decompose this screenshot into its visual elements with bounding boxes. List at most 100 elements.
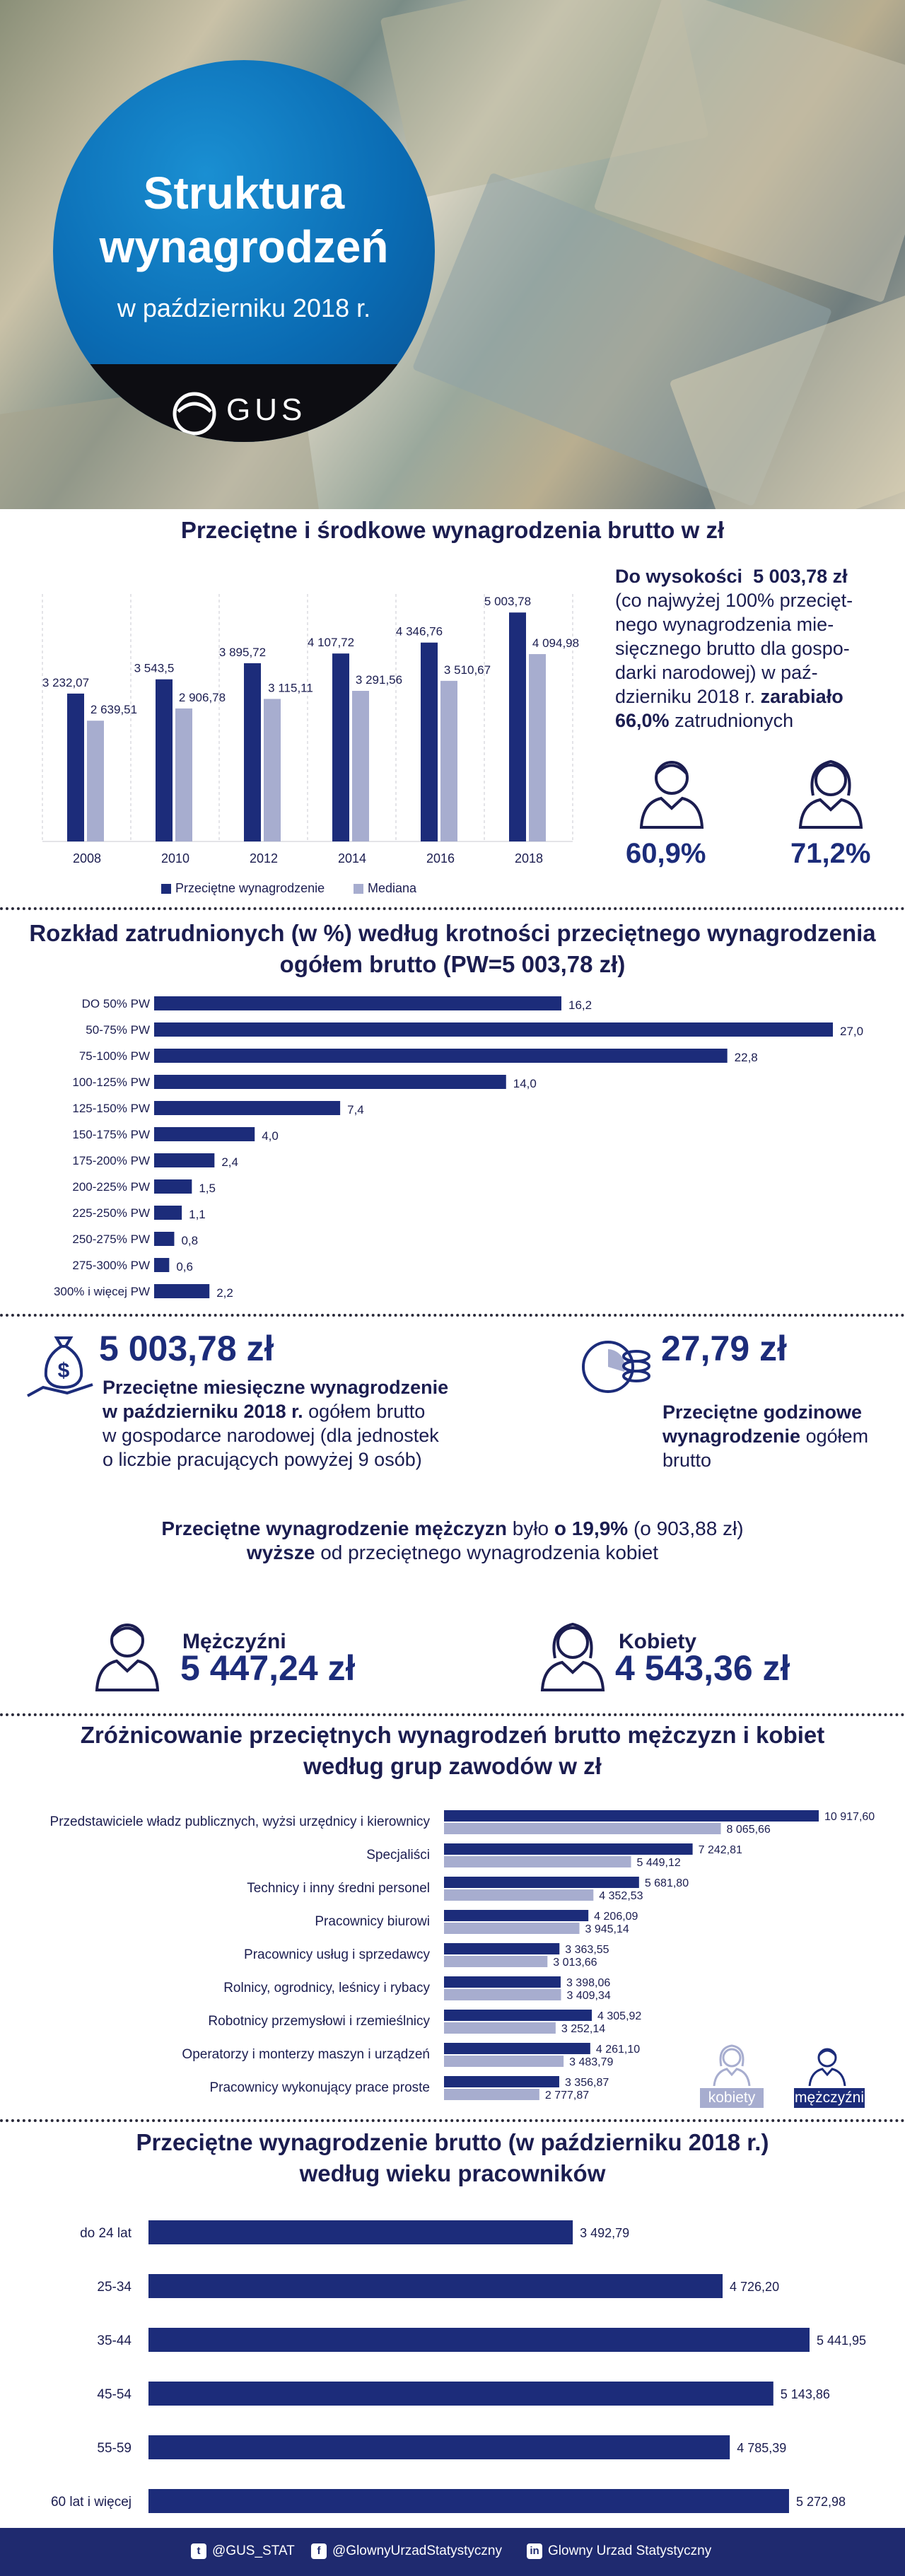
y-tick-label: 225-250% PW	[72, 1206, 150, 1220]
bar-men	[444, 1877, 639, 1888]
x-tick-label: 2008	[73, 851, 101, 866]
man-legend-icon	[808, 2048, 846, 2086]
men-label: Mężczyźni	[182, 1630, 286, 1653]
data-label: 0,8	[181, 1234, 198, 1247]
data-label-women: 2 777,87	[545, 2090, 589, 2102]
clock-coins-icon	[582, 1341, 650, 1393]
data-label-women: 3 945,14	[585, 1923, 629, 1935]
data-label-women: 3 013,66	[553, 1957, 597, 1969]
divider	[0, 907, 905, 910]
bar-men	[444, 1843, 693, 1855]
footer-twitter-label: @GUS_STAT	[212, 2543, 295, 2558]
y-tick-label: do 24 lat	[80, 2226, 132, 2241]
data-label-men: 5 681,80	[645, 1877, 689, 1889]
data-label-men: 3 356,87	[565, 2077, 609, 2089]
section4-title: Zróżnicowanie przeciętnych wynagrodzeń b…	[80, 1722, 825, 1779]
chart-years: 3 232,07 2 639,51 2008 3 543,5 2 906,78 2010 3…	[42, 594, 579, 895]
y-tick-label: Pracownicy biurowi	[315, 1914, 430, 1929]
section1-title: Przeciętne i środkowe wynagrodzenia brut…	[180, 517, 725, 543]
women-share: 71,2%	[790, 838, 871, 869]
data-label: 22,8	[735, 1051, 758, 1064]
bar-distribution	[154, 1206, 182, 1220]
bar-median	[440, 680, 457, 841]
data-label-women: 5 449,12	[637, 1857, 681, 1869]
data-label: 2 906,78	[179, 691, 226, 704]
bar-distribution	[154, 1049, 728, 1063]
page-title: Struktura wynagrodzeń	[99, 168, 389, 272]
man-icon	[639, 761, 704, 829]
data-label: 0,6	[176, 1260, 193, 1274]
bar-distribution	[154, 1153, 215, 1167]
y-tick-label: 55-59	[97, 2441, 132, 2456]
footer-linkedin[interactable]: in Glowny Urzad Statystyczny	[527, 2543, 711, 2559]
chart-distribution: DO 50% PW 16,2 50-75% PW 27,0 75-100% PW 22,8…	[54, 996, 863, 1300]
y-tick-label: Pracownicy wykonujący prace proste	[209, 2080, 430, 2095]
bar-men	[444, 2076, 559, 2087]
section2-title: Rozkład zatrudnionych (w %) według krotn…	[29, 920, 876, 977]
bar-distribution	[154, 1258, 170, 1272]
data-label: 4 785,39	[737, 2441, 786, 2455]
y-tick-label: Robotnicy przemysłowi i rzemieślnicy	[208, 2014, 430, 2029]
y-tick-label: 50-75% PW	[86, 1023, 150, 1037]
data-label: 3 543,5	[134, 662, 175, 675]
bar-women	[444, 2056, 564, 2067]
hero-banner: Struktura wynagrodzeń w październiku 201…	[0, 0, 905, 509]
bar-average	[67, 693, 84, 841]
y-tick-label: 175-200% PW	[72, 1154, 150, 1167]
man-icon	[95, 1624, 160, 1691]
bar-women	[444, 1823, 721, 1834]
x-tick-label: 2018	[515, 851, 543, 866]
data-label: 4 107,72	[308, 636, 354, 649]
bar-women	[444, 2089, 539, 2100]
men-share: 60,9%	[626, 838, 706, 869]
y-tick-label: Pracownicy usług i sprzedawcy	[244, 1947, 430, 1962]
hourly-salary-value: 27,79 zł	[661, 1329, 787, 1368]
bar-men	[444, 2043, 590, 2054]
data-label: 5 003,78	[484, 595, 531, 608]
y-tick-label: Specjaliści	[366, 1848, 430, 1863]
data-label: 2 639,51	[90, 703, 137, 716]
data-label: 2,4	[221, 1155, 238, 1169]
data-label: 3 510,67	[444, 663, 491, 677]
data-label-men: 3 398,06	[566, 1977, 610, 1989]
footer-twitter[interactable]: t @GUS_STAT	[191, 2543, 295, 2559]
bar-distribution	[154, 1075, 506, 1089]
bar-age	[148, 2489, 789, 2513]
women-value: 4 543,36 zł	[615, 1648, 790, 1688]
men-value: 5 447,24 zł	[180, 1648, 356, 1688]
data-label-men: 4 305,92	[597, 2010, 641, 2022]
data-label: 5 272,98	[796, 2495, 846, 2509]
data-label: 5 441,95	[817, 2333, 866, 2348]
data-label-men: 3 363,55	[565, 1944, 609, 1956]
bar-men	[444, 2010, 592, 2021]
gus-logo: GUS	[170, 385, 325, 442]
data-label: 4,0	[262, 1129, 279, 1143]
hero-circle: Struktura wynagrodzeń w październiku 201…	[53, 60, 435, 442]
bar-distribution	[154, 1179, 192, 1194]
footer-facebook-label: @GlownyUrzadStatystyczny	[332, 2543, 502, 2558]
data-label-women: 3 483,79	[569, 2056, 613, 2068]
woman-icon	[798, 759, 863, 829]
bar-women	[444, 1989, 561, 2000]
bar-average	[244, 663, 261, 841]
y-tick-label: 150-175% PW	[72, 1128, 150, 1141]
legend-label-average: Przeciętne wynagrodzenie	[175, 881, 325, 895]
footer-facebook[interactable]: f @GlownyUrzadStatystyczny	[311, 2543, 502, 2559]
bar-average	[156, 679, 173, 841]
divider	[0, 1314, 905, 1317]
data-label: 7,4	[347, 1103, 364, 1117]
chart-occupations: Przedstawiciele władz publicznych, wyżsi…	[50, 1810, 875, 2102]
data-label: 3 115,11	[268, 681, 313, 694]
data-label: 1,1	[189, 1208, 206, 1221]
data-label: 3 492,79	[580, 2226, 629, 2240]
bar-median	[529, 654, 546, 841]
bar-median	[87, 721, 104, 841]
y-tick-label: 275-300% PW	[72, 1259, 150, 1272]
bar-age	[148, 2435, 730, 2459]
data-label-women: 3 252,14	[561, 2023, 605, 2035]
facebook-icon: f	[311, 2543, 327, 2559]
bar-women	[444, 1956, 548, 1967]
woman-legend-icon	[713, 2044, 751, 2086]
data-label: 4 726,20	[730, 2280, 779, 2294]
money-hand-icon: $	[27, 1336, 93, 1397]
